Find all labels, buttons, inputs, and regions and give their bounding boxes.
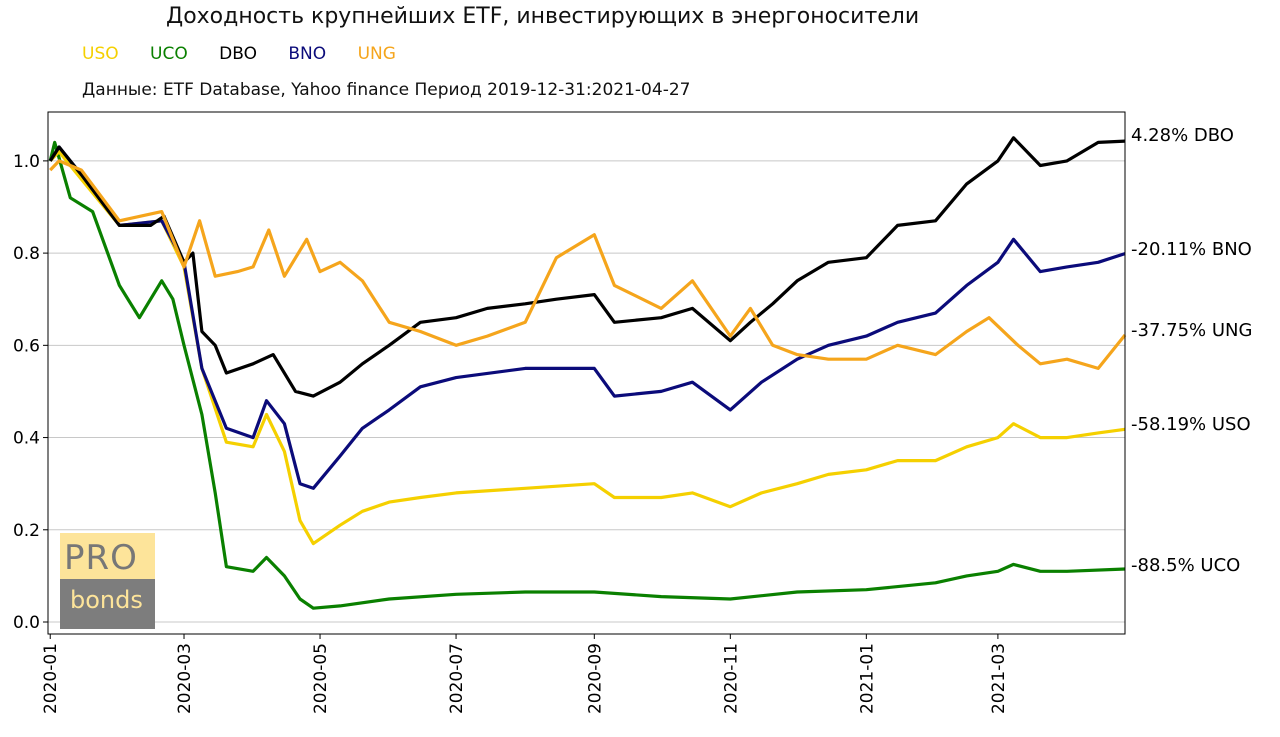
x-tick-label: 2021-01 xyxy=(857,643,877,714)
legend-uso: USO xyxy=(82,44,119,64)
series-line-ung xyxy=(49,159,1127,370)
x-tick-label: 2020-05 xyxy=(311,643,331,714)
x-tick-label: 2020-11 xyxy=(721,643,741,714)
y-tick-label: 0.2 xyxy=(13,521,40,541)
x-tick-label: 2020-07 xyxy=(447,643,467,714)
y-tick-label: 0.8 xyxy=(13,244,40,264)
probonds-logo: PRO bonds xyxy=(60,533,155,629)
series-line-uco xyxy=(48,140,1126,610)
end-label-uso: -58.19% USO xyxy=(1131,414,1251,435)
legend-uco: UCO xyxy=(150,44,188,64)
series-line-uso xyxy=(49,150,1126,546)
x-tick-label: 2020-03 xyxy=(175,643,195,714)
legend: USO UCO DBO BNO UNG xyxy=(82,44,422,64)
plot-frame xyxy=(47,111,1126,635)
series-line-dbo xyxy=(48,136,1126,398)
logo-bonds: bonds xyxy=(60,579,155,629)
legend-dbo: DBO xyxy=(219,44,257,64)
y-tick-label: 0.4 xyxy=(13,429,40,449)
series-line-bno xyxy=(48,145,1126,490)
x-tick-label: 2020-01 xyxy=(41,643,61,714)
end-label-dbo: 4.28% DBO xyxy=(1131,125,1234,146)
logo-pro: PRO xyxy=(60,533,155,579)
y-tick-label: 0.6 xyxy=(13,336,40,356)
chart-title: Доходность крупнейших ETF, инвестирующих… xyxy=(166,4,920,29)
x-tick-label: 2021-03 xyxy=(989,643,1009,714)
chart-subtitle: Данные: ETF Database, Yahoo finance Пери… xyxy=(82,80,691,100)
end-label-uco: -88.5% UCO xyxy=(1131,555,1240,576)
end-label-bno: -20.11% BNO xyxy=(1131,239,1252,260)
legend-ung: UNG xyxy=(357,44,396,64)
end-label-ung: -37.75% UNG xyxy=(1131,320,1252,341)
y-tick-label: 1.0 xyxy=(13,152,40,172)
y-tick-label: 0.0 xyxy=(13,613,40,633)
x-tick-label: 2020-09 xyxy=(585,643,605,714)
legend-bno: BNO xyxy=(288,44,327,64)
